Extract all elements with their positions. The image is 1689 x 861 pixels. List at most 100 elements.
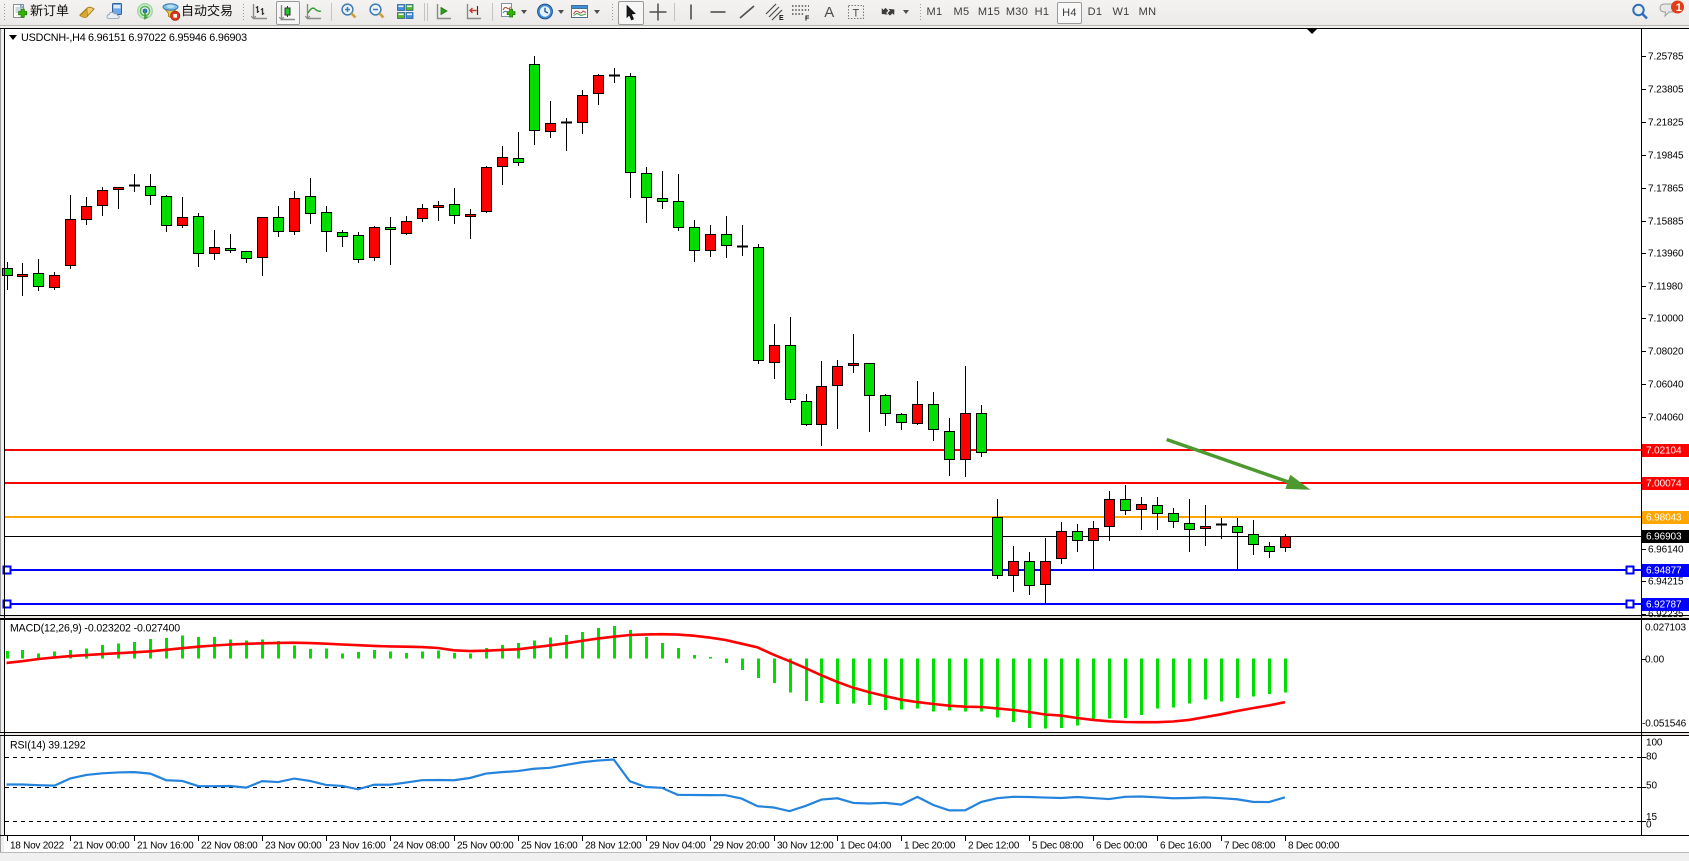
hline-6.98043[interactable] xyxy=(5,516,1641,518)
bar-chart-button[interactable] xyxy=(249,1,271,23)
candle-54[interactable] xyxy=(864,363,875,432)
candle-51[interactable] xyxy=(816,361,827,446)
candle-39[interactable] xyxy=(625,73,636,198)
notifications-button[interactable]: 1 xyxy=(1656,0,1686,23)
indicators-button[interactable] xyxy=(497,1,519,23)
candle-58[interactable] xyxy=(928,392,939,441)
candle-44[interactable] xyxy=(705,225,716,257)
candle-66[interactable] xyxy=(1056,522,1067,564)
timeframe-h1[interactable]: H1 xyxy=(1034,6,1050,18)
hline-handle[interactable] xyxy=(1625,599,1635,609)
candle-5[interactable] xyxy=(81,197,92,225)
candle-16[interactable] xyxy=(257,217,268,276)
toolbar-grip[interactable] xyxy=(611,3,615,21)
candle-38[interactable] xyxy=(609,68,620,83)
horizontal-line-button[interactable] xyxy=(707,1,729,23)
candle-26[interactable] xyxy=(417,204,428,222)
candle-63[interactable] xyxy=(1008,546,1019,592)
candle-72[interactable] xyxy=(1152,497,1163,530)
candle-45[interactable] xyxy=(721,216,732,258)
candle-37[interactable] xyxy=(593,74,604,105)
fibonacci-button[interactable]: F xyxy=(790,1,812,23)
candle-19[interactable] xyxy=(305,178,316,224)
candle-41[interactable] xyxy=(657,171,668,209)
candle-74[interactable] xyxy=(1184,499,1195,552)
search-button[interactable] xyxy=(1628,1,1652,23)
candle-3[interactable] xyxy=(49,272,60,290)
candle-4[interactable] xyxy=(65,195,76,269)
candle-20[interactable] xyxy=(321,206,332,252)
pane-splitter[interactable] xyxy=(0,616,1689,619)
candle-12[interactable] xyxy=(193,213,204,267)
candle-22[interactable] xyxy=(353,232,364,263)
candle-48[interactable] xyxy=(769,324,780,379)
new-order-label[interactable] xyxy=(30,0,72,24)
candle-32[interactable] xyxy=(513,132,524,166)
indicators-dropdown-arrow[interactable] xyxy=(521,10,527,14)
hline-7.02104[interactable] xyxy=(5,449,1641,451)
candle-62[interactable] xyxy=(992,499,1003,579)
zoom-in-button[interactable] xyxy=(338,1,360,23)
data-window-button[interactable] xyxy=(105,1,127,23)
hline-6.94877[interactable] xyxy=(5,569,1641,571)
new-order-button[interactable] xyxy=(9,1,31,23)
candle-35[interactable] xyxy=(561,118,572,151)
timeframe-mn[interactable]: MN xyxy=(1138,6,1157,18)
candle-46[interactable] xyxy=(737,225,748,256)
line-chart-button[interactable] xyxy=(303,1,325,23)
trend-arrow-shaft[interactable] xyxy=(1166,437,1295,486)
arrows-tool-button[interactable] xyxy=(876,1,900,23)
autotrading-button[interactable] xyxy=(159,1,181,23)
candle-52[interactable] xyxy=(832,360,843,429)
candle-9[interactable] xyxy=(145,174,156,205)
candle-57[interactable] xyxy=(912,381,923,425)
trend-arrow-head[interactable] xyxy=(1285,474,1311,490)
candle-23[interactable] xyxy=(369,226,380,261)
candle-78[interactable] xyxy=(1248,520,1259,555)
candle-68[interactable] xyxy=(1088,521,1099,570)
candle-2[interactable] xyxy=(33,259,44,291)
crosshair-button[interactable] xyxy=(647,1,669,23)
candle-40[interactable] xyxy=(641,167,652,223)
candle-6[interactable] xyxy=(97,187,108,216)
candle-31[interactable] xyxy=(497,146,508,185)
toolbar-grip[interactable] xyxy=(3,3,7,21)
candle-11[interactable] xyxy=(177,197,188,228)
candle-76[interactable] xyxy=(1216,518,1227,539)
candle-65[interactable] xyxy=(1040,538,1051,604)
hline-7.00074[interactable] xyxy=(5,482,1641,484)
candle-71[interactable] xyxy=(1136,497,1147,530)
hline-6.92787[interactable] xyxy=(5,603,1641,605)
equidistant-channel-button[interactable]: E xyxy=(764,1,786,23)
cursor-button[interactable] xyxy=(618,1,644,25)
candle-8[interactable] xyxy=(129,174,140,192)
candle-43[interactable] xyxy=(689,220,700,262)
pane-splitter[interactable] xyxy=(0,733,1689,735)
candle-53[interactable] xyxy=(848,334,859,373)
templates-button[interactable] xyxy=(568,1,590,23)
candle-73[interactable] xyxy=(1168,508,1179,528)
candle-17[interactable] xyxy=(273,206,284,237)
text-button[interactable]: A xyxy=(819,1,841,23)
candle-64[interactable] xyxy=(1024,552,1035,595)
candle-67[interactable] xyxy=(1072,524,1083,552)
candlestick-chart-button[interactable] xyxy=(276,1,300,25)
candle-21[interactable] xyxy=(337,230,348,247)
candle-80[interactable] xyxy=(1280,534,1291,552)
candle-18[interactable] xyxy=(289,191,300,235)
candle-27[interactable] xyxy=(433,201,444,221)
candle-59[interactable] xyxy=(944,418,955,476)
candle-70[interactable] xyxy=(1120,485,1131,515)
arrows-dropdown-arrow[interactable] xyxy=(903,10,909,14)
timeframe-m30[interactable]: M30 xyxy=(1005,6,1029,18)
hline-handle[interactable] xyxy=(1625,565,1635,575)
candle-1[interactable] xyxy=(17,263,28,296)
candle-24[interactable] xyxy=(385,217,396,265)
candle-55[interactable] xyxy=(880,394,891,426)
chart-canvas[interactable]: 7.25785 7.23805 7.21825 7.19845 7.17865 7.158… xyxy=(0,26,1689,852)
candle-33[interactable] xyxy=(529,56,540,145)
candle-77[interactable] xyxy=(1232,518,1243,569)
candle-10[interactable] xyxy=(161,195,172,232)
timeframe-h4[interactable]: H4 xyxy=(1057,2,1082,24)
candle-13[interactable] xyxy=(209,230,220,260)
